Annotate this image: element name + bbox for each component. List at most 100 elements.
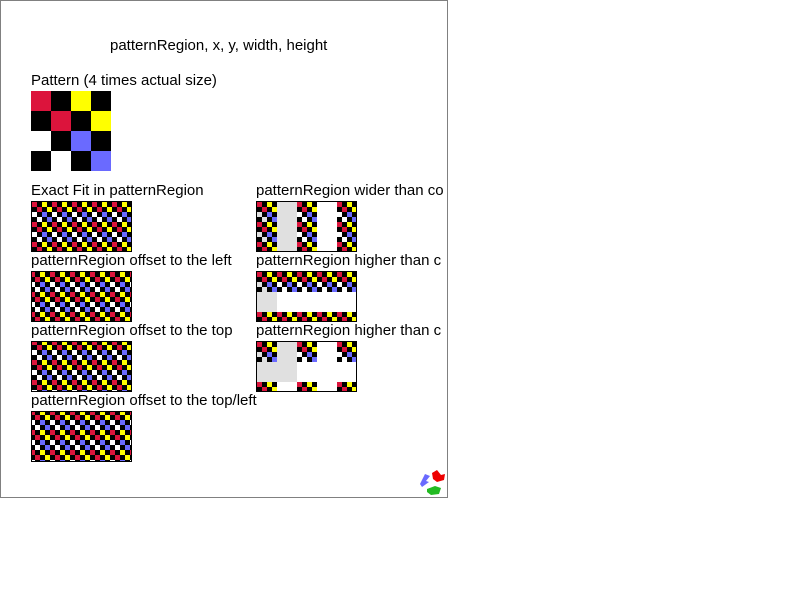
pattern-tile-cell (90, 455, 95, 460)
pattern-tile-cell (302, 277, 307, 282)
pattern-tile-cell (87, 242, 92, 247)
pattern-tile-cell (95, 277, 100, 282)
pattern-tile-cell (257, 242, 262, 247)
pattern-tile-cell (267, 277, 272, 282)
pattern-tile-cell (55, 450, 60, 455)
pattern-tile-cell (32, 217, 37, 222)
pattern-tile-cell (47, 247, 52, 251)
pattern-tile-cell (77, 342, 82, 345)
pattern-tile-cell (267, 272, 272, 277)
pattern-tile-cell (92, 345, 97, 350)
pattern-tile-cell (352, 387, 356, 391)
pattern-tile-cell (110, 445, 115, 450)
pattern-tile-cell (267, 207, 272, 212)
pattern-tile-cell (257, 222, 262, 227)
pattern-tile-cell (130, 415, 131, 420)
pattern-tile-cell (272, 232, 277, 237)
pattern-tile-cell (115, 277, 120, 282)
pattern-tile-cell (42, 375, 47, 380)
pattern-tile-cell (110, 297, 115, 302)
pattern-cell (71, 91, 91, 111)
pattern-tile-cell (272, 357, 277, 362)
pattern-tile-cell (262, 342, 267, 347)
pattern-tile-cell (65, 435, 70, 440)
pattern-tile-cell (32, 247, 37, 251)
pattern-tile-cell (62, 247, 67, 251)
pattern-tile-cell (312, 357, 317, 362)
pattern-tile-cell (87, 360, 92, 365)
pattern-tile-cell (62, 345, 67, 350)
pattern-tile-cell (312, 217, 317, 222)
pattern-tile-cell (35, 420, 40, 425)
pattern-tile-cell (292, 277, 297, 282)
pattern-tile-cell (82, 365, 87, 370)
pattern-tile-cell (87, 207, 92, 212)
pattern-tile-cell (55, 412, 60, 415)
pattern-tile-cell (337, 207, 342, 212)
pattern-tile-cell (75, 292, 80, 297)
pattern-tile-cell (127, 227, 131, 232)
pattern-tile-cell (95, 450, 100, 455)
pattern-tile-cell (105, 287, 110, 292)
pattern-tile-cell (35, 415, 40, 420)
pattern-tile-cell (70, 455, 75, 460)
pattern-tile-cell (120, 312, 125, 317)
pattern-tile-cell (352, 357, 356, 362)
pattern-tile-cell (102, 212, 107, 217)
pattern-tile-cell (45, 450, 50, 455)
pattern-tile-cell (307, 312, 312, 317)
pattern-tile-cell (307, 352, 312, 357)
pattern-tile-cell (307, 222, 312, 227)
pattern-tile-cell (62, 232, 67, 237)
pattern-tile-cell (47, 380, 52, 385)
pattern-tile-cell (37, 227, 42, 232)
pattern-tile-cell (107, 370, 112, 375)
pattern-tile-cell (35, 292, 40, 297)
pattern-tile-cell (337, 217, 342, 222)
pattern-tile-cell (122, 365, 127, 370)
pattern-tile-cell (70, 292, 75, 297)
pattern-tile-cell (337, 272, 342, 277)
pattern-tile-cell (120, 450, 125, 455)
pattern-tile-cell (347, 217, 352, 222)
pattern-tile-cell (50, 292, 55, 297)
pattern-tile-cell (337, 277, 342, 282)
pattern-tile-cell (127, 207, 131, 212)
pattern-tile-cell (92, 217, 97, 222)
pattern-tile-cell (107, 202, 112, 207)
pattern-tile-cell (272, 227, 277, 232)
pattern-tile-cell (85, 282, 90, 287)
pattern-tile-cell (115, 292, 120, 297)
pattern-tile-cell (62, 355, 67, 360)
example-label-higher-2: patternRegion higher than c (256, 322, 442, 339)
pattern-tile-cell (117, 385, 122, 390)
pattern-tile-cell (122, 342, 127, 345)
pattern-tile-cell (117, 202, 122, 207)
pattern-tile-cell (62, 207, 67, 212)
pattern-tile-cell (337, 387, 342, 391)
pattern-tile-cell (90, 297, 95, 302)
pattern-tile-cell (82, 202, 87, 207)
pattern-tile-cell (342, 277, 347, 282)
pattern-tile-cell (97, 365, 102, 370)
example-exact-fit (31, 201, 132, 252)
pattern-tile-cell (67, 232, 72, 237)
pattern-tile-cell (52, 247, 57, 251)
pattern-tile-cell (302, 242, 307, 247)
page-title: patternRegion, x, y, width, height (110, 37, 328, 54)
pattern-tile-cell (77, 365, 82, 370)
pattern-tile-cell (127, 232, 131, 237)
pattern-tile-cell (92, 237, 97, 242)
pattern-tile-cell (65, 297, 70, 302)
pattern-tile-cell (72, 242, 77, 247)
example-wider-svg (257, 202, 356, 251)
pattern-tile-cell (112, 237, 117, 242)
pattern-tile-cell (115, 317, 120, 321)
pattern-tile-cell (312, 342, 317, 347)
pattern-tile-cell (85, 435, 90, 440)
pattern-tile-cell (32, 455, 35, 460)
pattern-tile-cell (112, 207, 117, 212)
pattern-tile-cell (125, 460, 130, 461)
pattern-tile-cell (80, 445, 85, 450)
pattern-tile-cell (42, 355, 47, 360)
